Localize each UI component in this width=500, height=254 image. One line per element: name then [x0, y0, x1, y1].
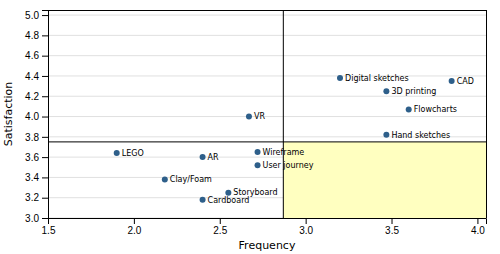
- y-tick-label: 3.8: [25, 132, 39, 143]
- point: [255, 149, 261, 155]
- y-tick-label: 3.4: [25, 172, 39, 183]
- y-axis-title: Satisfaction: [2, 82, 15, 147]
- y-tick: 4.2: [25, 91, 48, 102]
- marks: [48, 10, 486, 218]
- plot: CAD Digital sketches 3D printing Flowcharts…: [25, 10, 486, 236]
- y-tick-mark: [42, 15, 48, 16]
- point-label: CAD: [457, 77, 474, 86]
- highlight-region: [283, 142, 486, 218]
- y-tick-label: 5.0: [25, 10, 39, 21]
- point-label: Clay/Foam: [170, 175, 212, 184]
- vertical-line: [283, 10, 284, 218]
- y-tick-mark: [42, 96, 48, 97]
- x-tick-mark: [392, 218, 393, 224]
- y-tick: 3.0: [25, 213, 48, 224]
- point-label: Digital sketches: [345, 74, 409, 83]
- point: [114, 150, 120, 156]
- y-tick-mark: [42, 76, 48, 77]
- point-label: VR: [254, 112, 265, 121]
- point: [246, 114, 252, 120]
- grid-line: [48, 15, 486, 16]
- grid-line: [48, 75, 486, 76]
- point: [255, 162, 261, 168]
- point: [383, 88, 389, 94]
- x-axis-line: [49, 219, 487, 225]
- grid-line: [48, 55, 486, 56]
- x-tick-mark: [306, 218, 307, 224]
- point-label: Cardboard: [208, 196, 250, 205]
- y-tick: 4.0: [25, 111, 48, 122]
- point-label: Hand sketches: [391, 131, 450, 140]
- y-tick-mark: [42, 218, 48, 219]
- point: [337, 75, 343, 81]
- y-tick-mark: [42, 198, 48, 199]
- grid-line: [48, 116, 486, 117]
- x-axis: 1.5 2.0 2.5 3.0 3.5 4.0: [42, 218, 487, 236]
- y-tick: 4.4: [25, 71, 48, 82]
- x-tick: 2.5: [213, 218, 227, 236]
- x-tick-label: 3.0: [299, 225, 313, 236]
- point-label: User journey: [263, 161, 314, 170]
- y-tick: 3.2: [25, 192, 48, 203]
- point-label: Wireframe: [263, 148, 305, 157]
- x-tick-label: 3.5: [385, 225, 399, 236]
- x-tick: 2.0: [127, 218, 141, 236]
- y-tick-mark: [42, 35, 48, 36]
- point-label: Flowcharts: [414, 105, 457, 114]
- point-label: LEGO: [122, 149, 144, 158]
- x-tick-mark: [220, 218, 221, 224]
- y-tick-label: 4.8: [25, 30, 39, 41]
- y-tick: 3.6: [25, 152, 48, 163]
- chart: CAD Digital sketches 3D printing Flowcharts…: [0, 0, 500, 254]
- x-tick-label: 1.5: [42, 225, 56, 236]
- point: [449, 78, 455, 84]
- y-tick: 3.8: [25, 132, 48, 143]
- y-tick-mark: [42, 117, 48, 118]
- x-tick: 3.0: [299, 218, 313, 236]
- x-tick-label: 4.0: [471, 225, 485, 236]
- x-tick: 4.0: [471, 218, 485, 236]
- y-axis: 3.0 3.2 3.4 3.6 3.8 4.0 4.2 4.4 4.6 4.8 5.0: [25, 10, 48, 224]
- y-tick-label: 4.6: [25, 50, 39, 61]
- x-tick-label: 2.5: [213, 225, 227, 236]
- point: [200, 154, 206, 160]
- y-tick-label: 3.0: [25, 213, 39, 224]
- x-tick-label: 2.0: [127, 225, 141, 236]
- x-tick: 1.5: [42, 218, 56, 236]
- x-tick-mark: [134, 218, 135, 224]
- point: [406, 106, 412, 112]
- frame-top: [48, 10, 486, 11]
- y-tick: 5.0: [25, 10, 48, 21]
- frame-right: [486, 10, 487, 218]
- x-tick-mark: [477, 218, 478, 224]
- point-label: 3D printing: [391, 87, 436, 96]
- y-tick-mark: [42, 137, 48, 138]
- y-tick-mark: [42, 157, 48, 158]
- y-tick-label: 4.0: [25, 111, 39, 122]
- y-tick: 4.6: [25, 50, 48, 61]
- y-tick-mark: [42, 177, 48, 178]
- grid: [48, 15, 486, 218]
- y-tick-label: 3.2: [25, 192, 39, 203]
- y-tick-label: 4.2: [25, 91, 39, 102]
- y-tick-label: 4.4: [25, 71, 39, 82]
- horizontal-line: [48, 141, 486, 142]
- point-label: AR: [208, 153, 219, 162]
- y-tick: 3.4: [25, 172, 48, 183]
- point-labels: CAD Digital sketches 3D printing Flowcharts…: [122, 74, 474, 205]
- y-tick: 4.8: [25, 30, 48, 41]
- point: [200, 197, 206, 203]
- grid-line: [48, 35, 486, 36]
- x-tick: 3.5: [385, 218, 399, 236]
- point: [383, 132, 389, 138]
- y-tick-mark: [42, 56, 48, 57]
- y-tick-label: 3.6: [25, 152, 39, 163]
- y-axis-line: [42, 11, 49, 219]
- point: [162, 176, 168, 182]
- x-axis-title: Frequency: [239, 239, 296, 252]
